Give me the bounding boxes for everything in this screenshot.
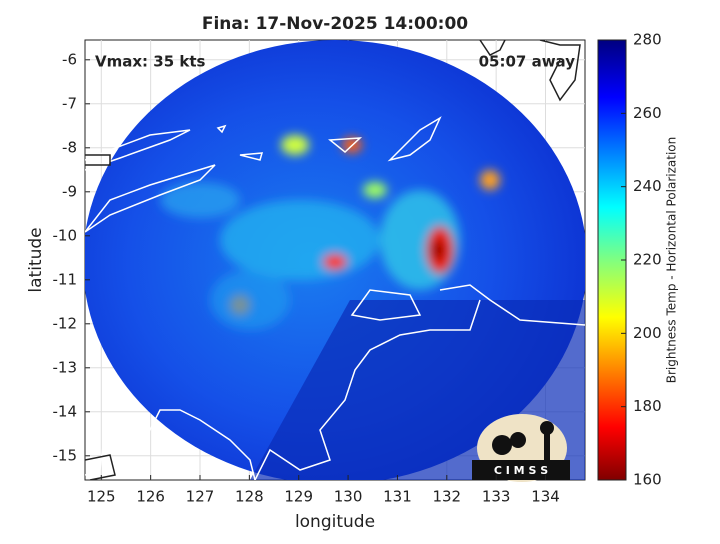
y-tick-label: -14 bbox=[53, 402, 78, 420]
imagery bbox=[85, 40, 585, 480]
colorbar-tick-label: 160 bbox=[633, 471, 662, 489]
x-tick-label: 131 bbox=[383, 488, 412, 506]
time-away-label: 05:07 away bbox=[479, 53, 576, 71]
x-tick-label: 130 bbox=[334, 488, 363, 506]
x-tick-label: 127 bbox=[186, 488, 215, 506]
colorbar-tick-label: 280 bbox=[633, 31, 662, 49]
x-tick-label: 125 bbox=[87, 488, 116, 506]
x-tick-label: 126 bbox=[136, 488, 165, 506]
colorbar-tick-label: 200 bbox=[633, 324, 662, 342]
x-tick-label: 133 bbox=[482, 488, 511, 506]
colorbar-tick-label: 220 bbox=[633, 251, 662, 269]
x-axis-label: longitude bbox=[295, 512, 375, 532]
y-tick-label: -13 bbox=[53, 358, 78, 376]
logo-text: C I M S S bbox=[494, 464, 548, 477]
x-tick-label: 128 bbox=[235, 488, 264, 506]
y-tick-label: -15 bbox=[53, 446, 78, 464]
y-tick-label: -8 bbox=[62, 138, 77, 156]
y-tick-label: -11 bbox=[53, 270, 78, 288]
x-tick-label: 134 bbox=[531, 488, 560, 506]
y-tick-label: -12 bbox=[53, 314, 78, 332]
x-tick-label: 132 bbox=[432, 488, 461, 506]
convection bbox=[160, 135, 500, 330]
y-tick-label: -9 bbox=[62, 182, 77, 200]
y-tick-label: -10 bbox=[53, 226, 78, 244]
y-axis-label: latitude bbox=[26, 227, 46, 292]
coastlines bbox=[85, 40, 585, 480]
x-tick-label: 129 bbox=[284, 488, 313, 506]
vmax-label: Vmax: 35 kts bbox=[95, 53, 205, 71]
colorbar-tick-label: 240 bbox=[633, 177, 662, 195]
title: Fina: 17-Nov-2025 14:00:00 bbox=[202, 14, 468, 34]
colorbar-tick-label: 260 bbox=[633, 104, 662, 122]
y-tick-label: -7 bbox=[62, 94, 77, 112]
colorbar-tick-label: 180 bbox=[633, 397, 662, 415]
colorbar-label: Brightness Temp - Horizontal Polarizatio… bbox=[665, 137, 679, 384]
y-tick-label: -6 bbox=[62, 50, 77, 68]
